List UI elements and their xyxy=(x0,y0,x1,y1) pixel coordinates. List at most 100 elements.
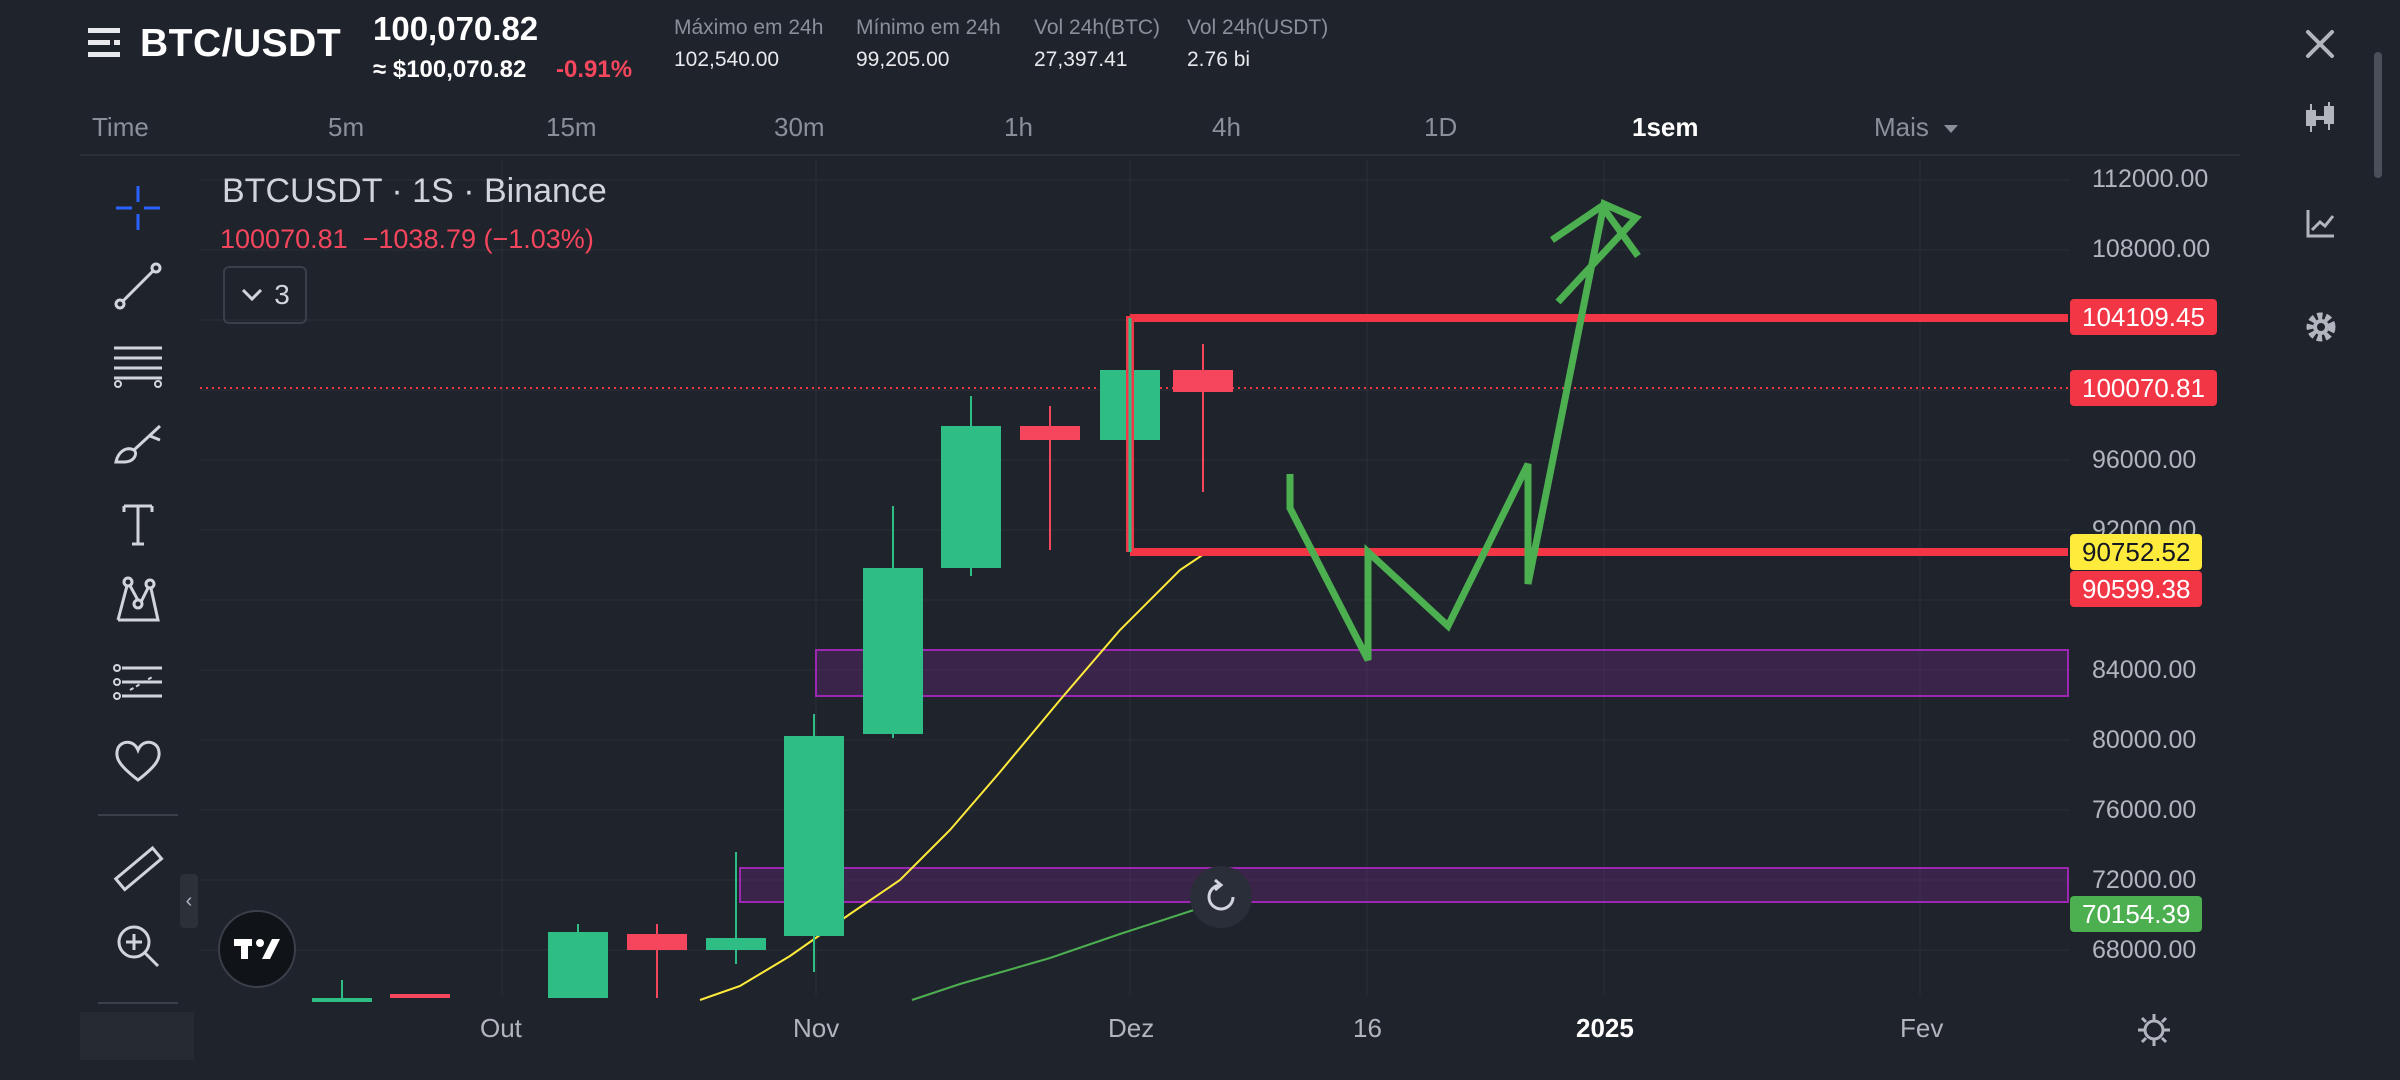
chart-legend-title: BTCUSDT · 1S · Binance xyxy=(222,172,607,210)
time-axis-label: 2025 xyxy=(1576,1013,1634,1043)
support-level xyxy=(1126,344,2068,556)
candle-body xyxy=(784,736,844,936)
last-price: 100,070.82 xyxy=(373,10,539,47)
trend-line-tool[interactable] xyxy=(106,256,170,316)
pattern-icon xyxy=(116,576,160,622)
crosshair-icon xyxy=(116,186,160,230)
candle-body xyxy=(1173,370,1233,392)
stat-low-value: 99,205.00 xyxy=(856,48,950,71)
stat-vol-usdt-label: Vol 24h(USDT) xyxy=(1187,16,1329,39)
time-axis-label: 16 xyxy=(1353,1013,1382,1043)
projection-arrow xyxy=(1550,201,1641,259)
time-axis-label: Fev xyxy=(1900,1013,1944,1043)
toolbar-divider-bottom xyxy=(98,1002,178,1004)
scrollbar[interactable] xyxy=(2374,52,2382,178)
stat-low-label: Mínimo em 24h xyxy=(856,16,1001,39)
price-tag-support: 90599.38 xyxy=(2070,571,2203,607)
close-icon[interactable] xyxy=(2302,26,2338,62)
text-icon xyxy=(122,504,154,546)
projection-path xyxy=(1286,199,1642,662)
ruler-tool[interactable] xyxy=(106,838,170,898)
candle-body xyxy=(548,932,608,998)
chart-settings-icon[interactable] xyxy=(2134,1010,2174,1050)
stat-high-label: Máximo em 24h xyxy=(674,16,824,39)
chevron-down-icon xyxy=(242,288,263,302)
tab-1h[interactable]: 1h xyxy=(1004,112,1033,142)
text-tool[interactable] xyxy=(106,494,170,554)
crosshair-tool[interactable] xyxy=(106,178,170,238)
price-axis-label: 68000.00 xyxy=(2092,936,2197,964)
candle-body xyxy=(863,568,923,734)
price-axis-label: 96000.00 xyxy=(2092,446,2197,474)
fib-levels-icon xyxy=(114,346,162,388)
support-zone-upper xyxy=(815,649,2069,697)
pattern-tool[interactable] xyxy=(106,572,170,632)
price-axis-label: 80000.00 xyxy=(2092,726,2197,754)
tab-time[interactable]: Time xyxy=(92,112,149,142)
favorite-tool[interactable] xyxy=(106,730,170,790)
candles xyxy=(312,344,1233,1002)
tab-more[interactable]: Mais xyxy=(1874,112,1960,143)
price-change: -0.91% xyxy=(556,56,633,83)
stat-vol-btc-label: Vol 24h(BTC) xyxy=(1034,16,1161,39)
price-axis-label: 76000.00 xyxy=(2092,796,2197,824)
price-axis-label: 72000.00 xyxy=(2092,866,2197,894)
menu-icon[interactable] xyxy=(86,25,126,61)
zoom-in-icon xyxy=(117,925,160,968)
fib-levels-tool[interactable] xyxy=(106,334,170,394)
price-usd: ≈ $100,070.82 xyxy=(373,56,527,83)
gear-icon[interactable] xyxy=(2300,306,2342,348)
price-tag-ma-fast: 90752.52 xyxy=(2070,534,2203,570)
forecast-icon xyxy=(113,664,162,700)
tab-5m[interactable]: 5m xyxy=(328,112,365,142)
tab-4h[interactable]: 4h xyxy=(1212,112,1241,142)
tab-1sem[interactable]: 1sem xyxy=(1632,112,1699,142)
resistance-level xyxy=(1126,314,2068,344)
indicator-count: 3 xyxy=(274,279,290,310)
caret-down-icon xyxy=(1944,125,1959,134)
toolbar-divider xyxy=(98,814,178,816)
support-zone-lower xyxy=(739,867,2069,903)
collapse-toolbar-button[interactable]: ‹ xyxy=(180,874,198,928)
brush-tool[interactable] xyxy=(106,414,170,474)
price-tag-current: 100070.81 xyxy=(2070,370,2217,406)
stat-vol-btc-value: 27,397.41 xyxy=(1034,48,1128,71)
zoom-in-tool[interactable] xyxy=(106,916,170,976)
header: BTC/USDT 100,070.82 ≈ $100,070.82 -0.91%… xyxy=(0,0,2400,100)
tab-30m[interactable]: 30m xyxy=(774,112,825,142)
price-axis-label: 112000.00 xyxy=(2092,165,2209,193)
candle-body xyxy=(627,934,687,950)
time-axis-label: Nov xyxy=(793,1013,840,1043)
tradingview-logo-icon xyxy=(234,939,280,959)
reset-icon xyxy=(1207,878,1235,911)
time-axis-label: Out xyxy=(480,1013,522,1043)
tabs-divider xyxy=(80,154,2240,156)
favorite-heart-icon xyxy=(115,740,161,782)
price-tag-resistance: 104109.45 xyxy=(2070,299,2217,335)
time-axis-label: Dez xyxy=(1108,1013,1155,1043)
indicator-chart-icon[interactable] xyxy=(2300,202,2342,244)
candle-body xyxy=(1020,426,1080,440)
pair-title[interactable]: BTC/USDT xyxy=(140,22,342,65)
trend-line-icon xyxy=(114,262,162,310)
brush-icon xyxy=(114,424,162,464)
tab-1d[interactable]: 1D xyxy=(1424,112,1458,142)
price-axis-label: 108000.00 xyxy=(2092,235,2211,263)
tab-15m[interactable]: 15m xyxy=(546,112,597,142)
tab-more-label: Mais xyxy=(1874,112,1929,142)
reset-chart-button[interactable] xyxy=(1190,866,1252,928)
candle-body xyxy=(706,938,766,950)
candle-body xyxy=(312,998,372,1002)
candlestick-icon[interactable] xyxy=(2300,98,2342,140)
forecast-tool[interactable] xyxy=(106,652,170,712)
tradingview-logo[interactable] xyxy=(218,910,296,988)
candle-body xyxy=(390,994,450,998)
ruler-icon xyxy=(113,845,164,892)
price-axis-label: 84000.00 xyxy=(2092,656,2197,684)
ma-fast-line xyxy=(699,549,1211,1001)
ma-slow-line xyxy=(911,907,1201,1001)
indicators-toggle[interactable]: 3 xyxy=(223,266,307,324)
chart-legend-values: 100070.81 −1038.79 (−1.03%) xyxy=(220,224,594,254)
stat-vol-usdt-value: 2.76 bi xyxy=(1187,48,1251,71)
